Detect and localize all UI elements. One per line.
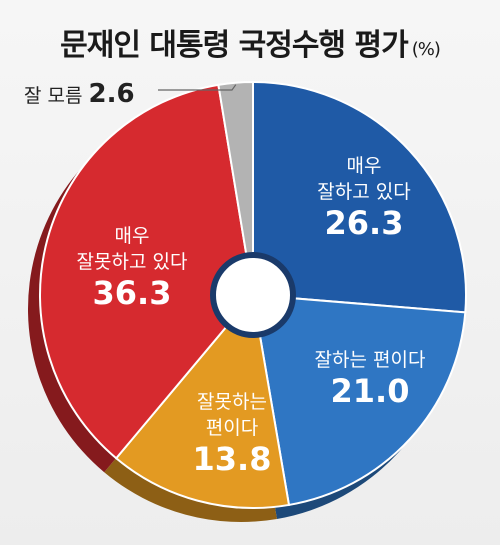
slice-label-3-line-0: 매우 (115, 225, 150, 247)
slice-label-2-line-1: 편이다 (206, 417, 258, 439)
slice-value-3: 36.3 (93, 274, 172, 312)
slice-label-2-line-0: 잘못하는 (197, 391, 267, 413)
slice-label-1-line-0: 잘하는 편이다 (315, 349, 426, 371)
dont-know-label: 잘 모름 2.6 (24, 79, 135, 109)
chart-unit: (%) (411, 39, 441, 60)
slice-value-0: 26.3 (325, 204, 404, 242)
chart-title-text: 문재인 대통령 국정수행 평가 (60, 28, 409, 63)
slice-label-0-line-1: 잘하고 있다 (317, 181, 410, 203)
slice-label-0-line-0: 매우 (347, 155, 382, 177)
dont-know-leader-line (158, 84, 237, 91)
slice-label-3-line-1: 잘못하고 있다 (77, 251, 188, 273)
donut-hole (210, 252, 296, 338)
slice-value-1: 21.0 (331, 372, 410, 410)
chart-title: 문재인 대통령 국정수행 평가 (%) (0, 20, 500, 64)
slice-value-2: 13.8 (193, 440, 272, 478)
